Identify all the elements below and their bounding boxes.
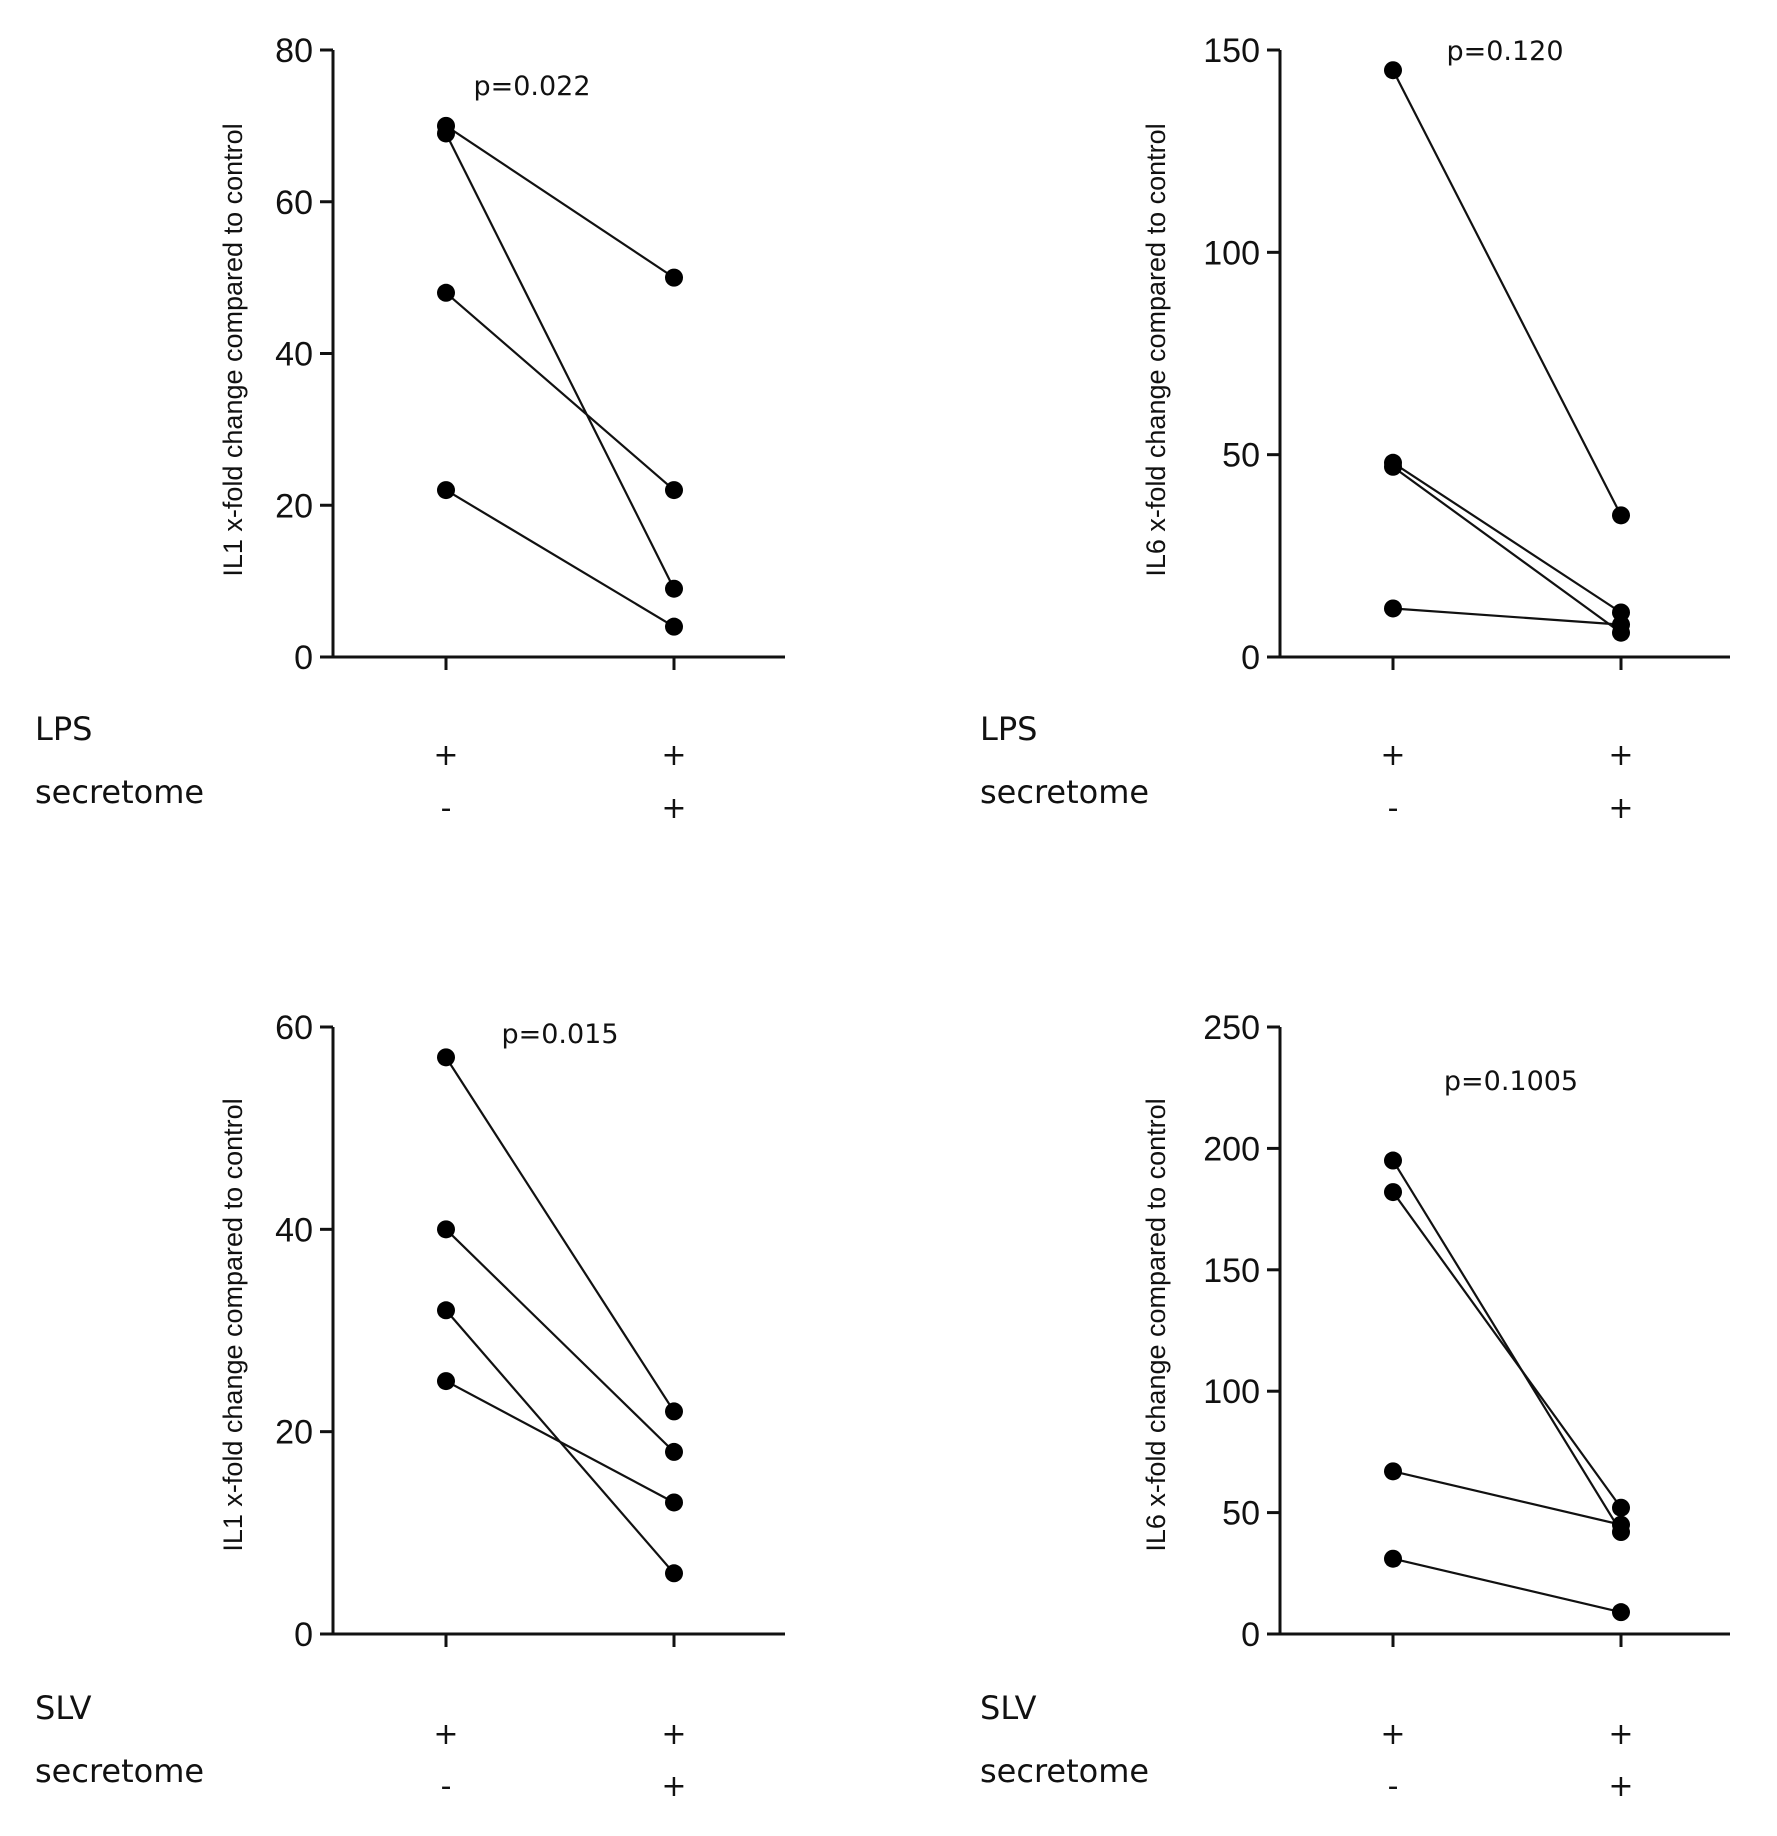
series-line (1392, 69, 1622, 516)
data-point (437, 124, 455, 143)
data-point (1384, 1549, 1402, 1568)
data-point (665, 617, 683, 636)
condition-label: secretome (35, 773, 204, 811)
y-axis-label: IL1 x-fold change compared to control (218, 1098, 248, 1551)
data-point (437, 1048, 455, 1067)
data-point (1384, 457, 1402, 476)
data-point (1384, 1151, 1402, 1170)
y-tick-label: 40 (275, 336, 313, 374)
y-tick-label: 40 (275, 1211, 313, 1249)
data-point (665, 579, 683, 598)
series-line (445, 1380, 675, 1504)
condition-label: secretome (980, 1752, 1149, 1790)
condition-sign: + (1608, 1717, 1633, 1752)
data-point (437, 283, 455, 302)
data-point (437, 1220, 455, 1239)
data-point (665, 481, 683, 500)
y-tick-label: 50 (1222, 1495, 1260, 1533)
data-point (1384, 1462, 1402, 1481)
y-tick-label: 250 (1203, 1009, 1260, 1047)
data-point (665, 1564, 683, 1583)
series-line (445, 489, 675, 628)
data-point (437, 1372, 455, 1391)
condition-sign: + (1608, 791, 1633, 826)
y-tick-label: 200 (1203, 1130, 1260, 1168)
condition-sign: - (441, 1769, 452, 1804)
condition-sign: - (1388, 791, 1399, 826)
y-axis-label: IL1 x-fold change compared to control (218, 123, 248, 576)
condition-sign: + (661, 791, 686, 826)
condition-label: secretome (35, 1752, 204, 1790)
condition-sign: - (441, 791, 452, 826)
y-tick-label: 0 (294, 1616, 313, 1654)
series-line (445, 132, 675, 590)
panel-bottom-right: 0 50 100 150 200 250 IL6 x-fold change compare… (980, 1009, 1730, 1804)
y-tick-label: 0 (1241, 639, 1260, 677)
y-tick-label: 80 (275, 32, 313, 70)
y-tick-label: 100 (1203, 1373, 1260, 1411)
y-axis-label: IL6 x-fold change compared to control (1141, 1098, 1171, 1551)
condition-sign: + (1608, 738, 1633, 773)
series-line (445, 1228, 675, 1453)
condition-label: SLV (980, 1689, 1037, 1727)
series-line (445, 1056, 675, 1413)
condition-sign: + (661, 738, 686, 773)
panel-bottom-left: 0 20 40 60 IL1 x-fold change compared to con… (35, 1009, 785, 1804)
data-point (665, 268, 683, 287)
data-point (437, 1301, 455, 1320)
condition-sign: - (1388, 1769, 1399, 1804)
condition-sign: + (1380, 738, 1405, 773)
y-tick-label: 150 (1203, 32, 1260, 70)
series-line (445, 124, 675, 279)
condition-label: SLV (35, 1689, 92, 1727)
series-line (1392, 465, 1622, 634)
data-point (1612, 615, 1630, 634)
panel-top-left: 0 20 40 60 80 IL1 x-fold change compared to c… (35, 32, 785, 826)
y-tick-label: 20 (275, 487, 313, 525)
data-point (665, 1442, 683, 1461)
series-line (445, 291, 675, 491)
series-line (1392, 607, 1622, 626)
condition-sign: + (1380, 1717, 1405, 1752)
condition-sign: + (661, 1717, 686, 1752)
y-tick-label: 100 (1203, 234, 1260, 272)
data-point (1384, 61, 1402, 80)
data-point (665, 1402, 683, 1421)
data-point (1612, 506, 1630, 525)
data-point (1612, 1498, 1630, 1517)
y-tick-label: 0 (1241, 1616, 1260, 1654)
condition-sign: + (661, 1769, 686, 1804)
y-tick-label: 60 (275, 1009, 313, 1047)
data-point (1384, 599, 1402, 618)
p-value-annotation: p=0.120 (1446, 36, 1563, 67)
series-line (1392, 1159, 1622, 1533)
y-tick-label: 0 (294, 639, 313, 677)
data-point (1612, 1603, 1630, 1622)
p-value-annotation: p=0.015 (501, 1019, 618, 1050)
data-point (437, 481, 455, 500)
y-tick-label: 50 (1222, 437, 1260, 475)
series-line (1392, 461, 1622, 614)
condition-label: LPS (980, 710, 1037, 748)
p-value-annotation: p=0.1005 (1444, 1066, 1578, 1097)
condition-sign: + (1608, 1769, 1633, 1804)
condition-sign: + (433, 1717, 458, 1752)
data-point (1384, 1183, 1402, 1202)
data-point (1612, 1515, 1630, 1534)
series-line (1392, 1557, 1622, 1614)
series-line (1392, 1470, 1622, 1526)
series-line (1392, 1191, 1622, 1509)
data-point (665, 1493, 683, 1512)
condition-label: secretome (980, 773, 1149, 811)
condition-sign: + (433, 738, 458, 773)
y-axis-label: IL6 x-fold change compared to control (1141, 123, 1171, 576)
panel-top-right: 0 50 100 150 IL6 x-fold change compared to c… (980, 32, 1730, 826)
y-tick-label: 150 (1203, 1252, 1260, 1290)
y-tick-label: 60 (275, 184, 313, 222)
p-value-annotation: p=0.022 (473, 71, 590, 102)
y-tick-label: 20 (275, 1414, 313, 1452)
condition-label: LPS (35, 710, 92, 748)
